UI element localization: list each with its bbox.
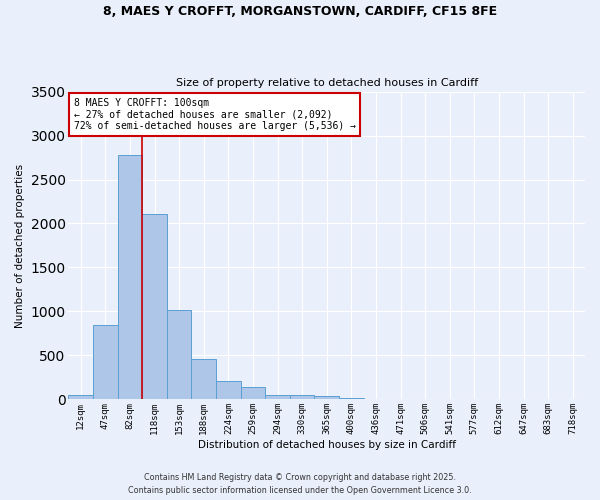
Bar — [241, 386, 265, 400]
Bar — [364, 398, 388, 400]
Bar — [265, 394, 290, 400]
Bar — [167, 310, 191, 400]
Text: Contains HM Land Registry data © Crown copyright and database right 2025.
Contai: Contains HM Land Registry data © Crown c… — [128, 474, 472, 495]
Bar — [118, 155, 142, 400]
Title: Size of property relative to detached houses in Cardiff: Size of property relative to detached ho… — [176, 78, 478, 88]
Bar — [68, 394, 93, 400]
Text: 8 MAES Y CROFFT: 100sqm
← 27% of detached houses are smaller (2,092)
72% of semi: 8 MAES Y CROFFT: 100sqm ← 27% of detache… — [74, 98, 356, 131]
Bar — [339, 398, 364, 400]
Bar — [142, 214, 167, 400]
Bar — [314, 396, 339, 400]
Bar — [191, 359, 216, 400]
X-axis label: Distribution of detached houses by size in Cardiff: Distribution of detached houses by size … — [198, 440, 456, 450]
Bar — [93, 324, 118, 400]
Bar — [290, 394, 314, 400]
Bar — [216, 382, 241, 400]
Text: 8, MAES Y CROFFT, MORGANSTOWN, CARDIFF, CF15 8FE: 8, MAES Y CROFFT, MORGANSTOWN, CARDIFF, … — [103, 5, 497, 18]
Y-axis label: Number of detached properties: Number of detached properties — [15, 164, 25, 328]
